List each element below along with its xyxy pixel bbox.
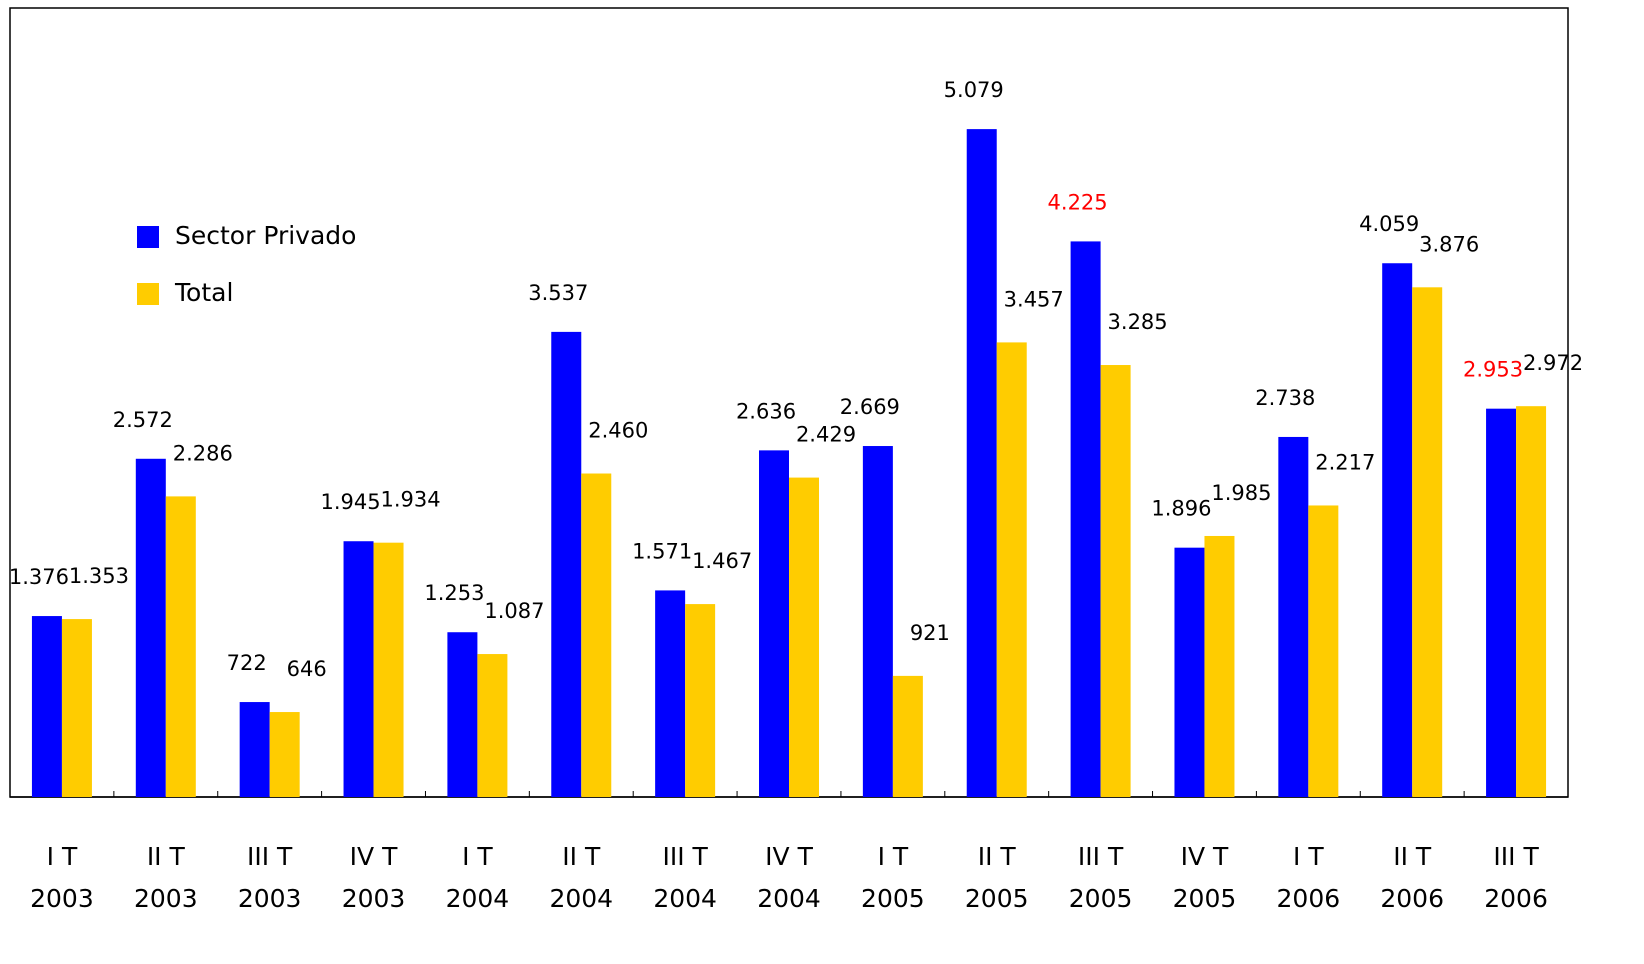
value-label: 5.079 <box>944 78 1004 102</box>
value-label: 4.059 <box>1359 212 1419 236</box>
bar <box>1278 436 1309 797</box>
value-label: 3.457 <box>1004 287 1064 311</box>
x-tick-label: 2004 <box>757 884 821 913</box>
bar <box>447 632 478 797</box>
bar <box>1486 408 1517 797</box>
bar <box>862 446 893 797</box>
bar <box>31 616 62 797</box>
bar <box>1516 406 1547 797</box>
value-label: 1.985 <box>1211 481 1271 505</box>
x-tick-label: 2004 <box>446 884 510 913</box>
legend-swatch <box>137 226 159 248</box>
value-label: 2.738 <box>1255 386 1315 410</box>
x-tick-label: III T <box>662 842 708 871</box>
bar <box>343 541 374 797</box>
bar <box>996 342 1027 797</box>
bar <box>789 477 819 797</box>
x-tick-label: III T <box>1493 842 1539 871</box>
x-tick-label: I T <box>878 842 909 871</box>
legend-swatch <box>137 283 159 305</box>
x-tick-label: IV T <box>350 842 398 871</box>
x-tick-label: II T <box>147 842 186 871</box>
x-tick-label: I T <box>47 842 78 871</box>
value-label: 2.286 <box>173 441 233 465</box>
value-label: 1.467 <box>692 549 752 573</box>
x-tick-label: 2004 <box>653 884 717 913</box>
bar <box>655 590 686 797</box>
bar <box>373 542 404 797</box>
bar <box>1382 263 1413 798</box>
bar <box>477 654 508 797</box>
legend-label: Total <box>174 278 233 307</box>
bar <box>1308 505 1339 797</box>
x-tick-label: 2006 <box>1277 884 1341 913</box>
x-tick-label: 2006 <box>1484 884 1548 913</box>
value-label: 1.934 <box>380 488 440 512</box>
x-tick-label: I T <box>1293 842 1324 871</box>
bar <box>1412 287 1443 797</box>
value-label: 1.376 <box>9 565 69 589</box>
value-label: 2.217 <box>1315 450 1375 474</box>
bar <box>551 331 582 797</box>
value-label: 2.669 <box>840 395 900 419</box>
x-tick-label: III T <box>1078 842 1124 871</box>
bar <box>1070 241 1101 798</box>
x-tick-label: 2003 <box>134 884 198 913</box>
x-tick-label: 2005 <box>861 884 925 913</box>
value-label: 2.636 <box>736 399 796 423</box>
value-label: 1.087 <box>484 599 544 623</box>
bar <box>759 450 789 797</box>
bar <box>135 458 166 797</box>
x-tick-label: II T <box>1393 842 1432 871</box>
value-label: 1.571 <box>632 539 692 563</box>
x-tick-label: 2003 <box>342 884 406 913</box>
x-tick-label: 2005 <box>1069 884 1133 913</box>
value-label: 2.429 <box>796 423 856 447</box>
x-tick-label: 2003 <box>238 884 302 913</box>
bar <box>581 473 612 797</box>
value-label: 921 <box>910 621 950 645</box>
x-tick-label: 2004 <box>549 884 613 913</box>
bar <box>1100 365 1131 797</box>
bar <box>685 604 716 797</box>
value-label: 4.225 <box>1048 190 1108 214</box>
value-label: 646 <box>287 657 327 681</box>
value-label: 1.353 <box>69 564 129 588</box>
x-tick-label: IV T <box>765 842 813 871</box>
value-label: 3.537 <box>528 281 588 305</box>
bar <box>892 675 923 797</box>
bar <box>61 619 92 797</box>
x-tick-label: 2003 <box>30 884 94 913</box>
value-label: 2.460 <box>588 419 648 443</box>
value-label: 1.253 <box>424 581 484 605</box>
value-label: 2.972 <box>1523 351 1583 375</box>
value-label: 3.285 <box>1108 310 1168 334</box>
x-tick-label: III T <box>247 842 293 871</box>
value-label: 722 <box>227 651 267 675</box>
value-label: 2.572 <box>113 408 173 432</box>
value-label: 1.896 <box>1151 497 1211 521</box>
x-tick-label: 2005 <box>1173 884 1237 913</box>
x-tick-label: I T <box>462 842 493 871</box>
bar <box>1204 535 1235 797</box>
x-tick-label: II T <box>562 842 601 871</box>
x-tick-label: 2006 <box>1380 884 1444 913</box>
x-tick-label: II T <box>978 842 1017 871</box>
legend-label: Sector Privado <box>175 221 356 250</box>
value-label: 3.876 <box>1419 232 1479 256</box>
value-label: 1.945 <box>320 490 380 514</box>
bar <box>165 496 196 797</box>
bar <box>239 702 270 797</box>
x-tick-label: IV T <box>1181 842 1229 871</box>
bar <box>269 712 300 797</box>
x-tick-label: 2005 <box>965 884 1029 913</box>
bar <box>966 129 997 797</box>
bar <box>1174 547 1205 797</box>
value-label: 2.953 <box>1463 358 1523 382</box>
